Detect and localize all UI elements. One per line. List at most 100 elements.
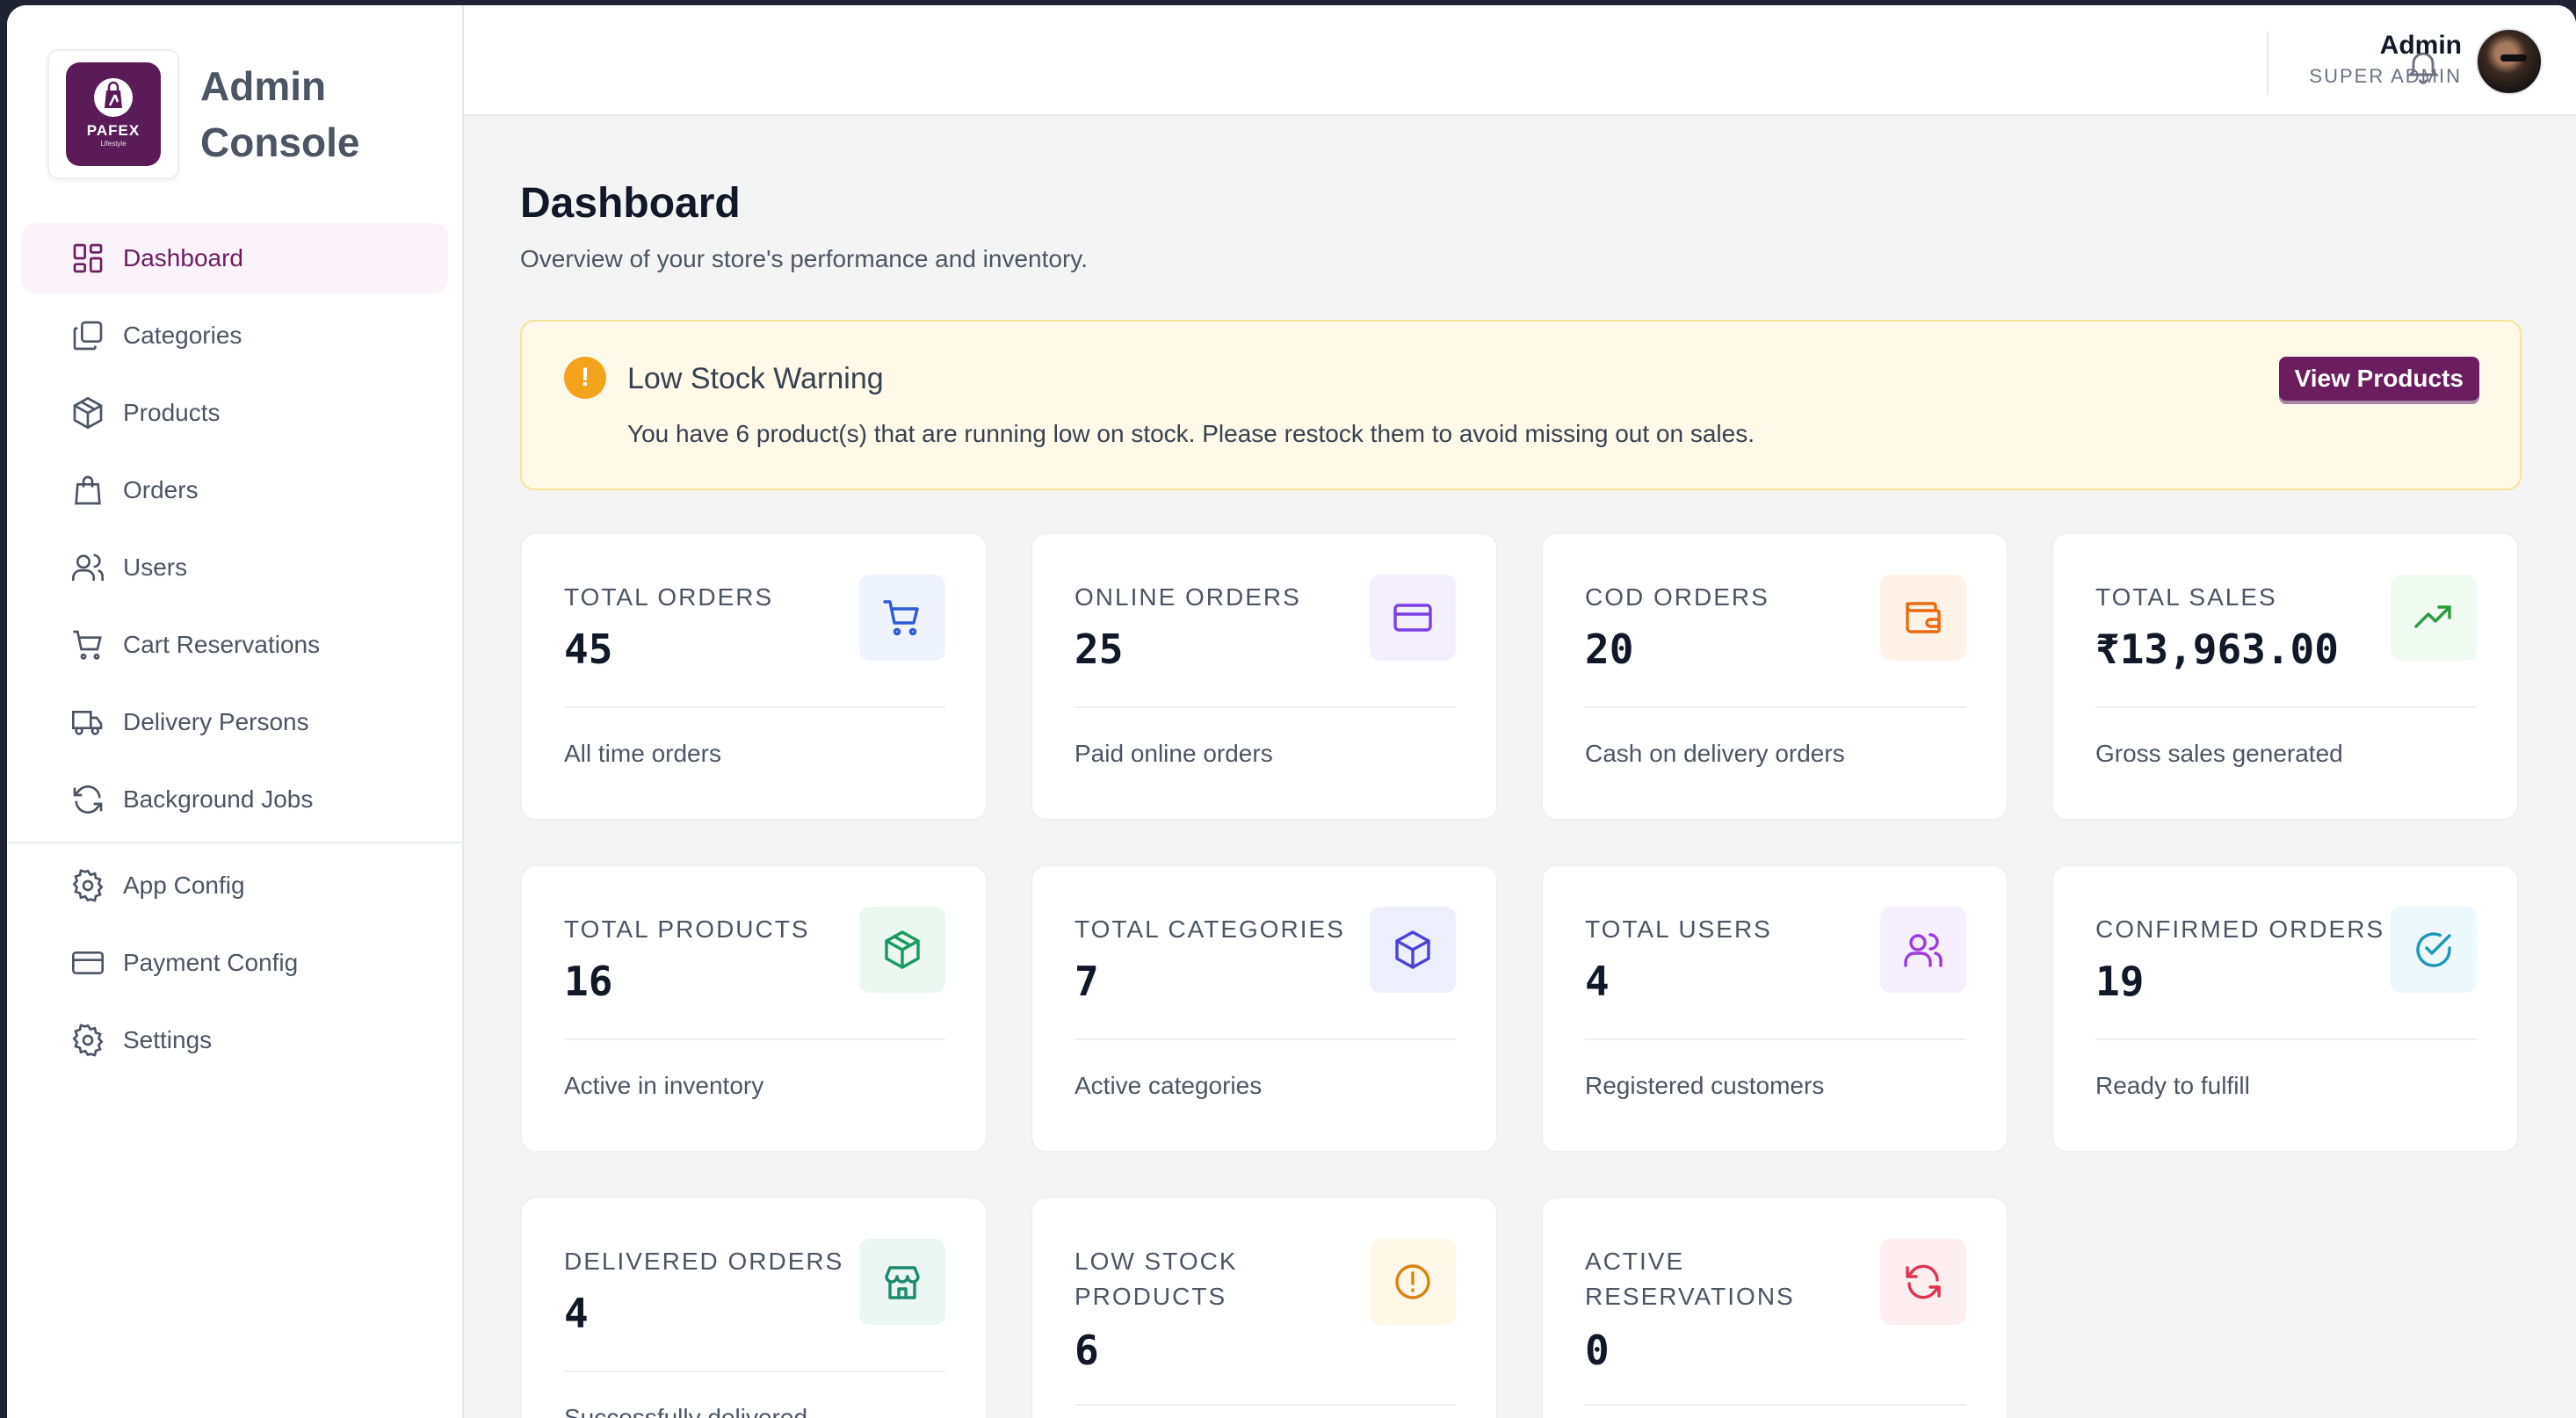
box-icon xyxy=(70,395,105,430)
sidebar-item-label: Products xyxy=(123,399,221,426)
sidebar-item-delivery-persons[interactable]: Delivery Persons xyxy=(21,687,448,757)
stat-card-low-stock-products[interactable]: LOW STOCK PRODUCTS 6 xyxy=(1031,1197,1498,1418)
sidebar-item-orders[interactable]: Orders xyxy=(21,455,448,525)
users-icon xyxy=(70,550,105,585)
stat-label: TOTAL SALES xyxy=(2095,583,2277,611)
user-name: Admin xyxy=(2379,31,2462,60)
sidebar-item-label: Orders xyxy=(123,476,199,503)
logo-frame[interactable]: PAFEX Lifestyle xyxy=(47,49,179,179)
stat-value: 45 xyxy=(564,626,613,673)
sidebar-nav: Dashboard Categories Products Orders xyxy=(7,223,462,1082)
sidebar-item-cart-reservations[interactable]: Cart Reservations xyxy=(21,610,448,680)
header-divider xyxy=(2267,32,2268,95)
brand-title-line1: Admin xyxy=(200,63,327,109)
sidebar-item-label: Cart Reservations xyxy=(123,631,321,658)
user-role: SUPER ADMIN xyxy=(2309,65,2462,87)
stat-divider xyxy=(564,1371,945,1372)
avatar[interactable] xyxy=(2476,28,2543,95)
user-info[interactable]: Admin SUPER ADMIN xyxy=(2309,30,2462,88)
stat-divider xyxy=(564,706,945,708)
store-icon xyxy=(859,1239,945,1325)
stat-value: 4 xyxy=(1585,958,1610,1005)
stat-description: Successfully delivered xyxy=(564,1404,808,1418)
page-subtitle: Overview of your store's performance and… xyxy=(520,245,1088,272)
cart-icon xyxy=(859,575,945,661)
cart-icon xyxy=(70,627,105,662)
stat-card-total-sales[interactable]: TOTAL SALES ₹13,963.00 Gross sales generat… xyxy=(2051,532,2519,821)
stat-card-delivered-orders[interactable]: DELIVERED ORDERS 4 Successfully delivered xyxy=(520,1197,988,1418)
page-title: Dashboard xyxy=(520,180,741,227)
stat-card-online-orders[interactable]: ONLINE ORDERS 25 Paid online orders xyxy=(1031,532,1498,821)
sidebar-item-products[interactable]: Products xyxy=(21,378,448,448)
app-window: PAFEX Lifestyle Admin Console Dashboard xyxy=(7,5,2576,1418)
stat-divider xyxy=(2095,706,2477,708)
stat-description: Active in inventory xyxy=(564,1072,764,1099)
sidebar-item-background-jobs[interactable]: Background Jobs xyxy=(21,764,448,835)
low-stock-alert: ! Low Stock Warning You have 6 product(s… xyxy=(520,320,2522,490)
stat-divider xyxy=(2095,1038,2477,1040)
warning-icon: ! xyxy=(564,357,606,399)
stat-description: All time orders xyxy=(564,740,721,767)
stat-value: ₹13,963.00 xyxy=(2095,626,2339,673)
stat-divider xyxy=(1075,706,1456,708)
logo: PAFEX Lifestyle xyxy=(66,62,161,166)
sidebar-item-label: Delivery Persons xyxy=(123,708,309,735)
sidebar-item-label: Users xyxy=(123,553,188,581)
stat-card-cod-orders[interactable]: COD ORDERS 20 Cash on delivery orders xyxy=(1541,532,2008,821)
sidebar-item-payment-config[interactable]: Payment Config xyxy=(21,928,448,998)
stat-value: 6 xyxy=(1075,1327,1099,1374)
sidebar-divider xyxy=(7,842,462,843)
brand-title: Admin Console xyxy=(200,58,359,170)
stat-divider xyxy=(1075,1038,1456,1040)
sidebar-item-label: Settings xyxy=(123,1026,213,1053)
truck-icon xyxy=(70,705,105,740)
stat-label: COD ORDERS xyxy=(1585,583,1769,611)
stat-description: Registered customers xyxy=(1585,1072,1825,1099)
stat-label: TOTAL CATEGORIES xyxy=(1075,915,1345,943)
sidebar-item-app-config[interactable]: App Config xyxy=(21,850,448,921)
stat-value: 0 xyxy=(1585,1327,1610,1374)
trending-up-icon xyxy=(2391,575,2477,661)
sidebar-item-label: Background Jobs xyxy=(123,785,314,813)
credit-card-icon xyxy=(1370,575,1456,661)
sidebar-item-label: Dashboard xyxy=(123,244,243,271)
sidebar-item-settings[interactable]: Settings xyxy=(21,1005,448,1075)
sidebar-item-dashboard[interactable]: Dashboard xyxy=(21,223,448,293)
gear-icon xyxy=(70,1023,105,1058)
sidebar-item-users[interactable]: Users xyxy=(21,532,448,603)
stat-card-total-orders[interactable]: TOTAL ORDERS 45 All time orders xyxy=(520,532,988,821)
main-content: Dashboard Overview of your store's perfo… xyxy=(520,116,2522,1418)
stat-card-active-reservations[interactable]: ACTIVE RESERVATIONS 0 xyxy=(1541,1197,2008,1418)
cube-icon xyxy=(1370,907,1456,993)
stat-divider xyxy=(1075,1404,1456,1406)
stat-label: TOTAL ORDERS xyxy=(564,583,774,611)
stat-description: Cash on delivery orders xyxy=(1585,740,1845,767)
stat-card-total-products[interactable]: TOTAL PRODUCTS 16 Active in inventory xyxy=(520,865,988,1153)
sidebar-item-categories[interactable]: Categories xyxy=(21,300,448,371)
stat-value: 16 xyxy=(564,958,613,1005)
package-icon xyxy=(859,907,945,993)
view-products-button[interactable]: View Products xyxy=(2278,357,2479,401)
stat-divider xyxy=(1585,1404,1966,1406)
top-bar: Admin SUPER ADMIN xyxy=(464,5,2576,116)
stat-description: Gross sales generated xyxy=(2095,740,2343,767)
bell-icon[interactable] xyxy=(2404,44,2442,86)
stat-label: LOW STOCK PRODUCTS xyxy=(1075,1248,1238,1310)
refresh-icon xyxy=(1880,1239,1966,1325)
stat-divider xyxy=(1585,706,1966,708)
stat-card-total-categories[interactable]: TOTAL CATEGORIES 7 Active categories xyxy=(1031,865,1498,1153)
sidebar-item-label: Categories xyxy=(123,322,242,349)
shopping-bag-icon xyxy=(70,473,105,508)
stat-divider xyxy=(564,1038,945,1040)
stat-value: 20 xyxy=(1585,626,1634,673)
alert-circle-icon xyxy=(1370,1239,1456,1325)
sidebar: PAFEX Lifestyle Admin Console Dashboard xyxy=(7,5,464,1418)
credit-card-icon xyxy=(70,945,105,980)
brand: PAFEX Lifestyle Admin Console xyxy=(47,49,359,179)
stat-card-confirmed-orders[interactable]: CONFIRMED ORDERS 19 Ready to fulfill xyxy=(2051,865,2519,1153)
stat-card-total-users[interactable]: TOTAL USERS 4 Registered customers xyxy=(1541,865,2008,1153)
stat-label: ACTIVE RESERVATIONS xyxy=(1585,1248,1795,1310)
wallet-icon xyxy=(1880,575,1966,661)
refresh-icon xyxy=(70,782,105,817)
stat-label: ONLINE ORDERS xyxy=(1075,583,1301,611)
